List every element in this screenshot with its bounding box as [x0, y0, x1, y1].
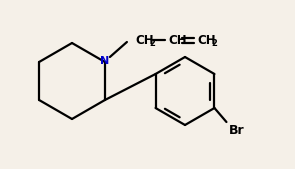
- Text: Br: Br: [228, 124, 244, 137]
- Text: CH: CH: [135, 33, 153, 46]
- Text: CH: CH: [168, 33, 186, 46]
- Text: 2: 2: [211, 39, 217, 47]
- Text: 2: 2: [149, 39, 155, 47]
- Text: N: N: [100, 56, 109, 66]
- Text: CH: CH: [197, 33, 216, 46]
